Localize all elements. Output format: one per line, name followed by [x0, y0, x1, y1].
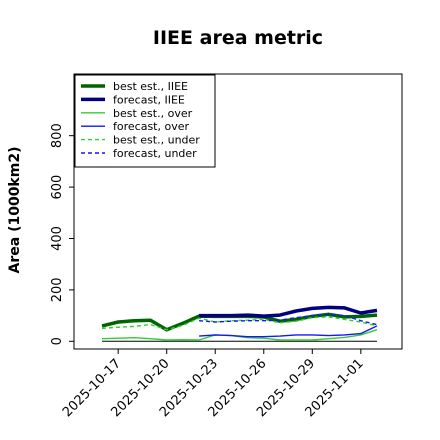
series-line-2: [199, 305, 378, 318]
legend-box: [74, 74, 216, 168]
legend-label-6: forecast, under: [113, 147, 197, 160]
legend-label-5: best est., under: [113, 134, 200, 147]
y-axis-label: Area (1000km2): [7, 147, 23, 274]
series-line-5: [101, 316, 378, 331]
y-tick-label-4: 600: [50, 175, 65, 200]
y-tick-label-3: 400: [50, 226, 65, 251]
series-line-6: [199, 313, 378, 326]
y-tick-label-2: 200: [50, 277, 65, 302]
y-tick-label-5: 800: [50, 123, 65, 148]
legend-label-3: best est., over: [113, 107, 193, 120]
legend-label-4: forecast, over: [113, 120, 189, 133]
series-line-4: [199, 325, 378, 338]
plot-frame: [73, 73, 403, 350]
y-tick-label-1: 0: [50, 337, 65, 345]
y-axis: 0 200 400 600 800: [50, 123, 74, 345]
plot-area: [101, 305, 378, 342]
chart-title: IIEE area metric: [153, 27, 323, 49]
legend-label-1: best est., IIEE: [113, 80, 188, 93]
legend-label-2: forecast, IIEE: [113, 93, 185, 106]
